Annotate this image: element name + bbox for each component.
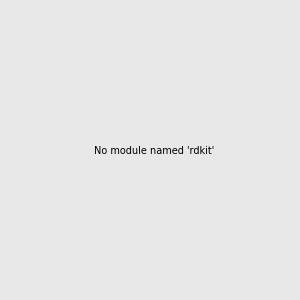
Text: No module named 'rdkit': No module named 'rdkit' [94,146,214,157]
